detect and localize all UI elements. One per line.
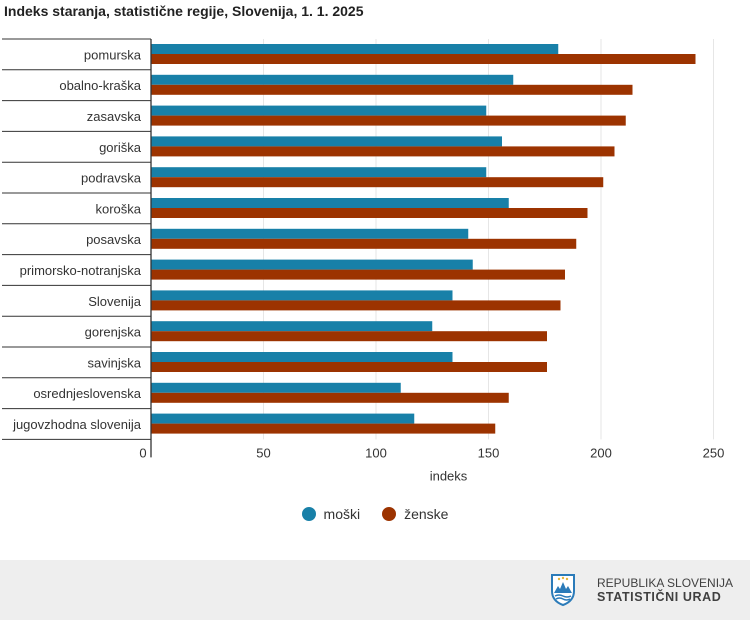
chart-title: Indeks staranja, statistične regije, Slo…	[4, 3, 364, 19]
bar-zenske	[151, 392, 509, 403]
bars	[151, 44, 696, 434]
bar-zenske	[151, 208, 588, 218]
category-rows: pomurska obalno-kraška zasavska goriška podr…	[2, 38, 151, 440]
bar-zenske	[151, 423, 496, 434]
bar-zenske	[151, 300, 561, 311]
x-tick-label: 250	[703, 445, 725, 460]
bar-zenske	[151, 362, 547, 372]
category-label: goriška	[99, 140, 142, 155]
bar-moski	[151, 321, 433, 332]
x-tick-label: 50	[256, 445, 270, 460]
footer-text: REPUBLIKA SLOVENIJA STATISTIČNI URAD	[597, 576, 733, 604]
bar-moski	[151, 259, 473, 270]
category-label: zasavska	[87, 109, 142, 124]
category-label: pomurska	[84, 47, 142, 62]
x-axis-title: indeks	[430, 468, 468, 483]
legend-label-zenske: ženske	[404, 506, 449, 522]
footer-line1: REPUBLIKA SLOVENIJA	[597, 576, 734, 590]
category-label: jugovzhodna slovenija	[12, 417, 142, 432]
x-tick-label: 150	[478, 445, 500, 460]
legend: moški ženske	[0, 506, 750, 522]
category-label: savinjska	[88, 355, 142, 370]
bar-moski	[151, 290, 453, 301]
legend-item-moski[interactable]: moški	[301, 506, 361, 522]
legend-dot-zenske	[382, 507, 397, 521]
bar-zenske	[151, 146, 615, 157]
slovenia-coat-of-arms-icon	[551, 574, 575, 607]
bar-moski	[151, 382, 401, 393]
category-label: obalno-kraška	[59, 78, 141, 93]
bar-zenske	[151, 331, 547, 342]
x-axis: 0 50 100 150 200 250 indeks	[139, 39, 724, 483]
bar-moski	[151, 198, 509, 208]
bar-moski	[151, 74, 514, 85]
bar-moski	[151, 413, 415, 424]
bar-zenske	[151, 54, 696, 64]
bar-zenske	[151, 269, 565, 280]
legend-dot-moski	[301, 507, 316, 521]
category-label: podravska	[81, 171, 142, 186]
bar-zenske	[151, 177, 604, 188]
x-tick-label: 200	[590, 445, 612, 460]
category-label: gorenjska	[85, 325, 142, 340]
category-label: Slovenija	[88, 294, 142, 309]
bar-zenske	[151, 115, 626, 126]
bar-moski	[151, 167, 487, 178]
category-label: koroška	[95, 201, 141, 216]
legend-item-zenske[interactable]: ženske	[382, 506, 448, 522]
category-label: posavska	[86, 232, 142, 247]
legend-label-moski: moški	[323, 506, 361, 522]
bar-moski	[151, 136, 502, 147]
footer: REPUBLIKA SLOVENIJA STATISTIČNI URAD	[0, 560, 750, 620]
bar-moski	[151, 105, 487, 116]
bar-moski	[151, 44, 559, 54]
bar-moski	[151, 228, 469, 239]
bar-zenske	[151, 238, 577, 249]
category-label: primorsko-notranjska	[20, 263, 142, 278]
x-tick-label: 100	[365, 445, 387, 460]
bar-chart: pomurska obalno-kraška zasavska goriška podr…	[2, 38, 724, 483]
footer-line2: STATISTIČNI URAD	[597, 590, 722, 604]
bar-zenske	[151, 84, 633, 95]
category-label: osrednjeslovenska	[33, 386, 141, 401]
bar-moski	[151, 352, 453, 362]
x-tick-label: 0	[139, 445, 146, 460]
